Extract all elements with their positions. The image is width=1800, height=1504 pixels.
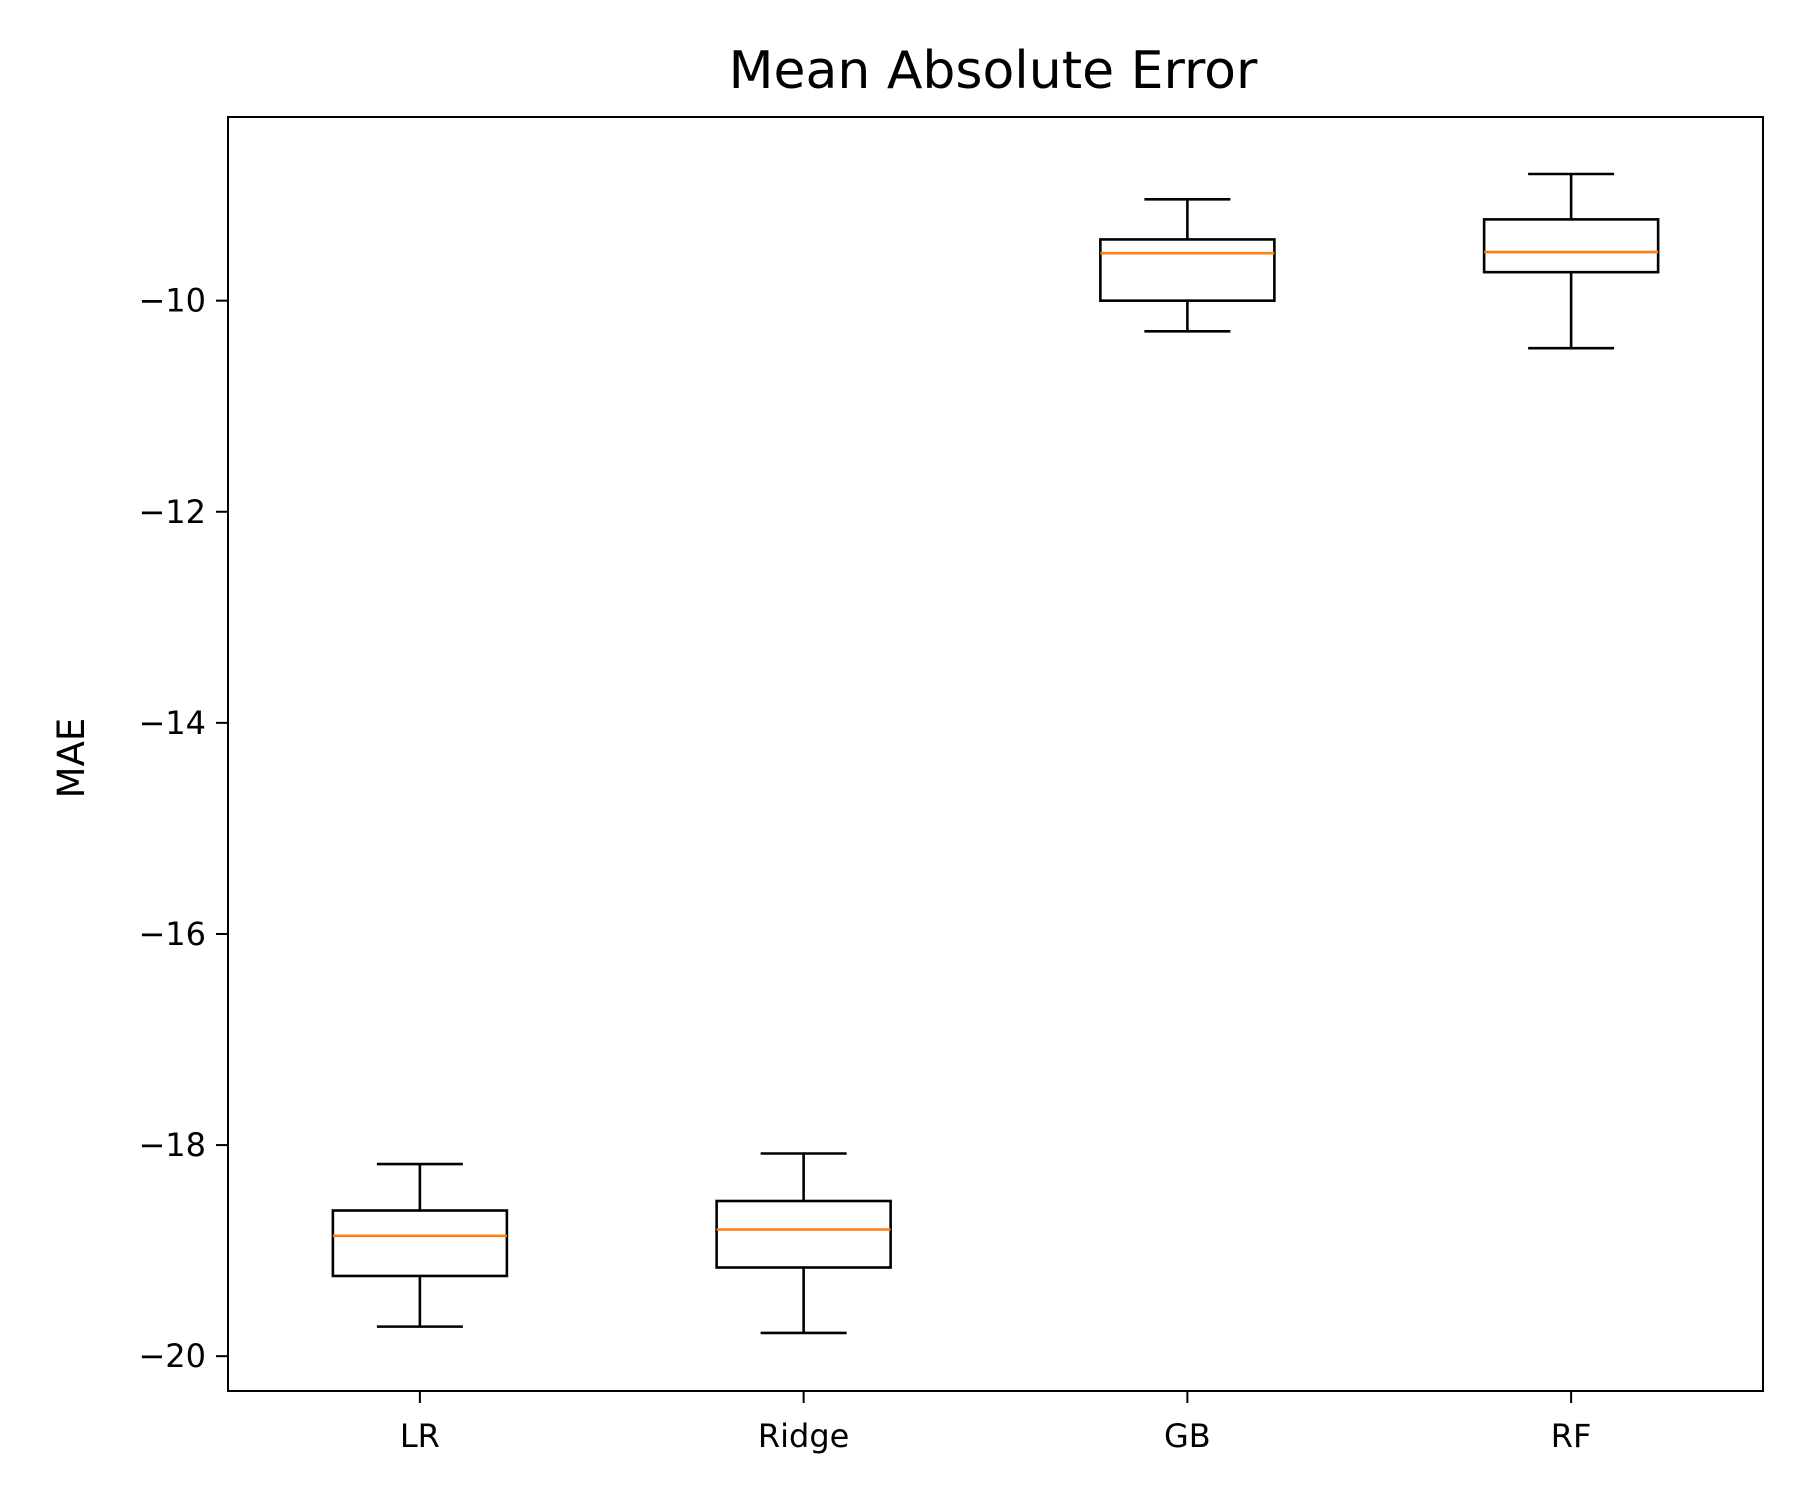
y-tick-label: −12 xyxy=(138,493,206,531)
y-tick-label: −18 xyxy=(138,1126,206,1164)
x-tick-label: Ridge xyxy=(758,1417,849,1455)
box-group-rf xyxy=(1482,172,1660,350)
y-axis-label: MAE xyxy=(50,718,93,799)
y-tick-label: −14 xyxy=(138,704,206,742)
box-iqr xyxy=(331,1209,509,1278)
x-tick-label: RF xyxy=(1551,1417,1592,1455)
y-tick-label: −16 xyxy=(138,915,206,953)
box-iqr xyxy=(1099,238,1276,302)
box-iqr xyxy=(715,1199,892,1269)
box-iqr xyxy=(1482,218,1660,274)
x-tick-label: LR xyxy=(400,1417,440,1455)
chart-title: Mean Absolute Error xyxy=(729,41,1258,101)
plot-area: −20 −18 −16 −14 −12 −10 LR Ridge GB RF xyxy=(138,116,1764,1455)
box-group-ridge xyxy=(715,1152,892,1335)
y-tick-label: −20 xyxy=(138,1337,206,1375)
box-group-gb xyxy=(1099,198,1276,333)
axes-frame xyxy=(227,116,1764,1392)
x-tick-label: GB xyxy=(1164,1417,1211,1455)
box-group-lr xyxy=(331,1162,509,1328)
y-tick-label: −10 xyxy=(138,282,206,320)
